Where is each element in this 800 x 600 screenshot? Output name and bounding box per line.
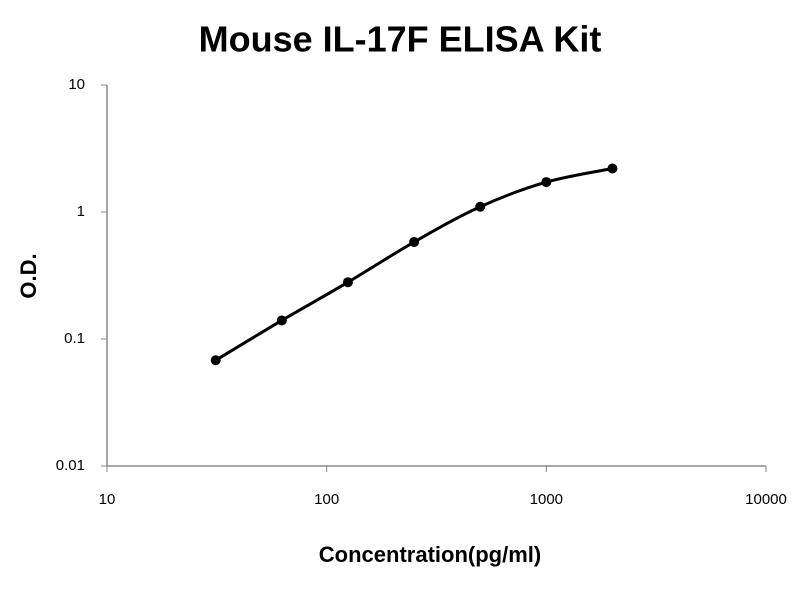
y-tick-label: 10 bbox=[68, 76, 85, 93]
data-point bbox=[409, 237, 420, 248]
series-line bbox=[214, 167, 613, 362]
x-tick-label: 10000 bbox=[745, 491, 787, 508]
y-axis-title: O.D. bbox=[16, 253, 41, 298]
x-axis-title: Concentration(pg/ml) bbox=[319, 542, 541, 567]
x-tick-label: 10 bbox=[99, 491, 116, 508]
data-point bbox=[210, 355, 221, 366]
data-point bbox=[276, 315, 287, 326]
y-tick-label: 0.1 bbox=[64, 330, 85, 347]
x-tick-label: 1000 bbox=[530, 491, 563, 508]
data-point bbox=[541, 177, 552, 188]
data-point bbox=[607, 163, 618, 174]
chart-title: Mouse IL-17F ELISA Kit bbox=[199, 19, 602, 60]
data-point bbox=[475, 201, 486, 212]
y-tick-label: 1 bbox=[77, 203, 85, 220]
x-tick-label: 100 bbox=[314, 491, 339, 508]
data-point bbox=[342, 277, 353, 288]
y-tick-label: 0.01 bbox=[56, 457, 85, 474]
